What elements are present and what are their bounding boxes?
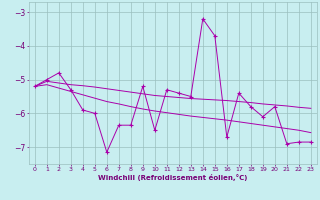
X-axis label: Windchill (Refroidissement éolien,°C): Windchill (Refroidissement éolien,°C)	[98, 174, 247, 181]
